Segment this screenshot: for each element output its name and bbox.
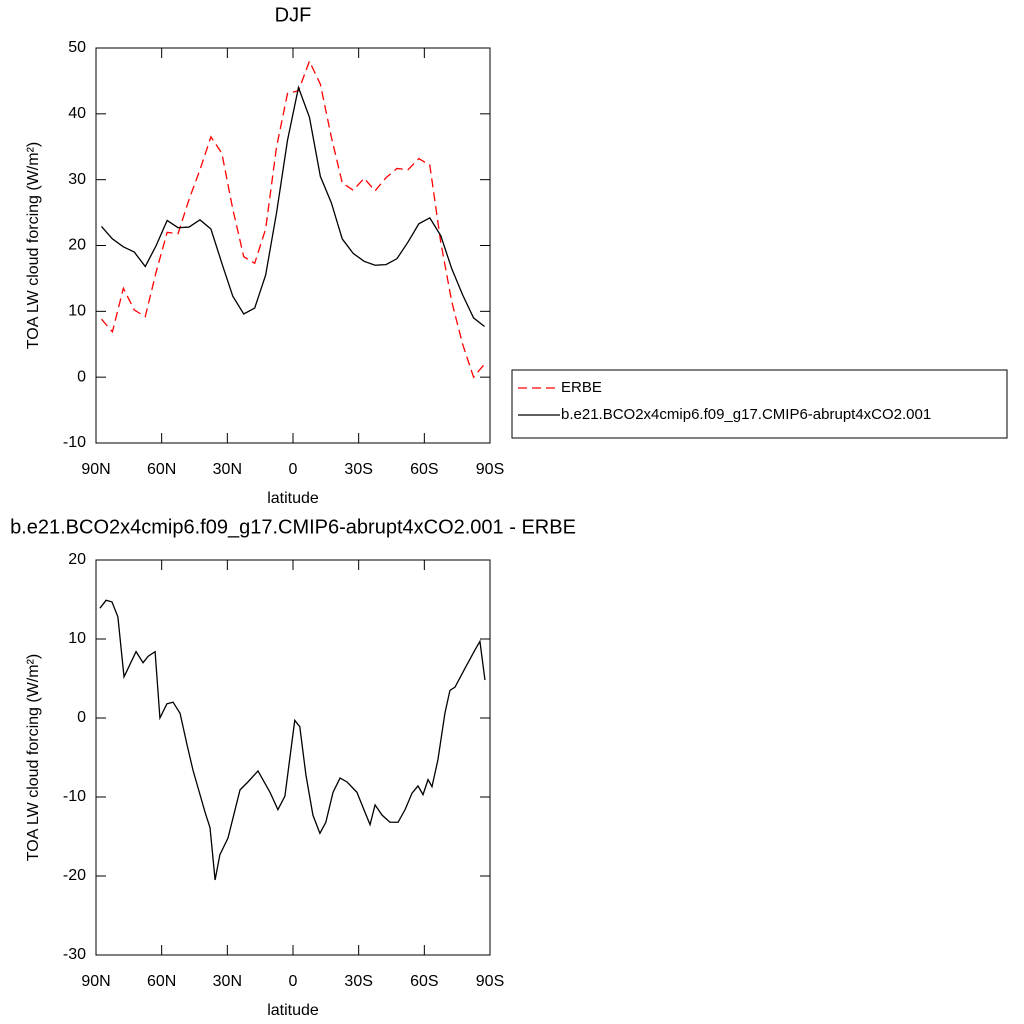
y-tick-label: -10 <box>63 788 86 805</box>
x-tick-label: 0 <box>289 973 298 990</box>
chart-title: b.e21.BCO2x4cmip6.f09_g17.CMIP6-abrupt4x… <box>10 516 576 538</box>
y-tick-label: 10 <box>68 303 86 320</box>
data-line <box>100 85 485 327</box>
x-tick-label: 90S <box>476 461 504 478</box>
y-tick-label: 0 <box>77 709 86 726</box>
y-tick-label: -20 <box>63 867 86 884</box>
x-tick-label: 0 <box>289 461 298 478</box>
chart-title: DJF <box>275 4 312 26</box>
x-tick-label: 90N <box>81 461 110 478</box>
x-axis-label: latitude <box>267 490 319 507</box>
y-axis-label: TOA LW cloud forcing (W/m²) <box>25 654 42 861</box>
y-tick-label: 0 <box>77 368 86 385</box>
plot-frame <box>95 47 491 444</box>
y-tick-label: 40 <box>68 105 86 122</box>
y-tick-label: -10 <box>63 434 86 451</box>
x-tick-label: 60S <box>410 461 438 478</box>
x-tick-label: 30N <box>213 461 242 478</box>
plot-frame <box>95 559 491 956</box>
x-tick-label: 60S <box>410 973 438 990</box>
data-line <box>100 59 486 379</box>
x-tick-label: 30S <box>344 461 372 478</box>
legend-label: ERBE <box>561 379 602 396</box>
y-tick-label: 50 <box>68 39 86 56</box>
legend-label: b.e21.BCO2x4cmip6.f09_g17.CMIP6-abrupt4x… <box>561 406 931 423</box>
y-axis-label: TOA LW cloud forcing (W/m²) <box>25 142 42 349</box>
x-tick-label: 60N <box>147 973 176 990</box>
x-axis-label: latitude <box>267 1002 319 1019</box>
y-tick-label: -30 <box>63 946 86 963</box>
x-tick-label: 90S <box>476 973 504 990</box>
legend-box <box>511 369 1008 439</box>
x-tick-label: 30N <box>213 973 242 990</box>
x-tick-label: 30S <box>344 973 372 990</box>
x-tick-label: 60N <box>147 461 176 478</box>
y-tick-label: 20 <box>68 551 86 568</box>
y-tick-label: 30 <box>68 171 86 188</box>
y-tick-label: 20 <box>68 237 86 254</box>
x-tick-label: 90N <box>81 973 110 990</box>
data-line <box>99 599 486 881</box>
y-tick-label: 10 <box>68 630 86 647</box>
